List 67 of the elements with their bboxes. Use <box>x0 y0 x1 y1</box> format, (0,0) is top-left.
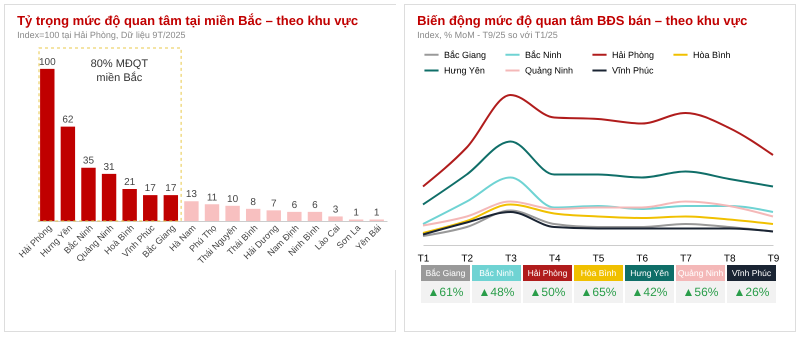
bar <box>246 208 260 221</box>
text: Bắc Giang <box>426 268 466 278</box>
data-label: 31 <box>103 162 116 173</box>
annotation: 80% MĐQT miền Bắc <box>90 58 148 84</box>
legend-label: Hòa Bình <box>693 50 731 60</box>
data-label: 6 <box>312 200 318 211</box>
x-tick-label: T3 <box>505 254 518 264</box>
x-tick-label: T7 <box>680 254 692 264</box>
data-label: 1 <box>374 207 380 218</box>
data-label: 3 <box>332 204 339 216</box>
text: Hòa Bình <box>580 268 616 278</box>
x-tick-label: T1 <box>418 254 430 264</box>
bar <box>184 201 199 221</box>
chart-subtitle: Index=100 tại Hải Phòng, Dữ liệu 9T/2025 <box>17 30 186 40</box>
data-label: 6 <box>292 200 298 211</box>
legend-label: Bắc Ninh <box>525 50 562 60</box>
text: Hải Phòng <box>528 268 568 278</box>
data-label: 62 <box>62 114 74 126</box>
legend-label: Hải Phòng <box>612 50 654 60</box>
bar <box>40 68 54 221</box>
data-label: 7 <box>270 198 277 210</box>
text: ▲50% <box>523 281 572 303</box>
chart-title: Biến động mức độ quan tâm BĐS bán – theo khu vực <box>417 13 748 28</box>
x-tick-label: T6 <box>636 254 649 264</box>
bar <box>164 195 178 221</box>
data-label: 1 <box>353 207 360 218</box>
text: Hưng Yên <box>630 268 669 278</box>
bar <box>308 212 322 221</box>
x-tick-label: T5 <box>592 254 605 264</box>
legend-label: Vĩnh Phúc <box>612 66 654 76</box>
data-label: 100 <box>38 56 56 68</box>
chart-title: Tỷ trọng mức độ quan tâm tại miền Bắc – theo khu vực <box>17 13 358 28</box>
chart-subtitle: Index, % MoM - T9/25 so với T1/25 <box>417 30 558 40</box>
bar <box>143 195 158 221</box>
bar <box>266 210 281 221</box>
text: ▲26% <box>727 281 776 303</box>
text: ▲65% <box>574 281 623 303</box>
bar <box>328 216 343 221</box>
x-tick-label: T9 <box>768 254 780 264</box>
x-tick-label: T4 <box>548 254 562 264</box>
text: Bắc Ninh <box>479 268 514 278</box>
text: ▲42% <box>625 281 674 303</box>
text: ▲61% <box>421 281 470 303</box>
data-label: 8 <box>250 196 256 208</box>
data-label: 17 <box>165 183 177 194</box>
x-tick-label: T2 <box>461 254 474 264</box>
text: ▲56% <box>676 281 725 303</box>
bar <box>225 206 240 221</box>
legend-label: Hưng Yên <box>444 66 485 76</box>
bar <box>204 204 220 221</box>
data-label: 11 <box>206 192 218 204</box>
data-label: 21 <box>124 177 136 188</box>
text: Vĩnh Phúc <box>732 268 772 278</box>
bar <box>81 168 96 221</box>
text: ▲48% <box>472 281 521 303</box>
bar <box>122 189 137 221</box>
data-label: 17 <box>144 183 156 194</box>
data-label: 35 <box>82 156 94 167</box>
bar <box>102 174 116 221</box>
bar <box>287 212 302 221</box>
x-tick-label: T8 <box>724 254 736 264</box>
text: Quảng Ninh <box>678 268 724 278</box>
legend-label: Bắc Giang <box>444 50 486 60</box>
data-label: 13 <box>186 189 198 200</box>
bar <box>60 126 76 221</box>
data-label: 10 <box>227 194 239 205</box>
legend-label: Quảng Ninh <box>525 66 574 76</box>
